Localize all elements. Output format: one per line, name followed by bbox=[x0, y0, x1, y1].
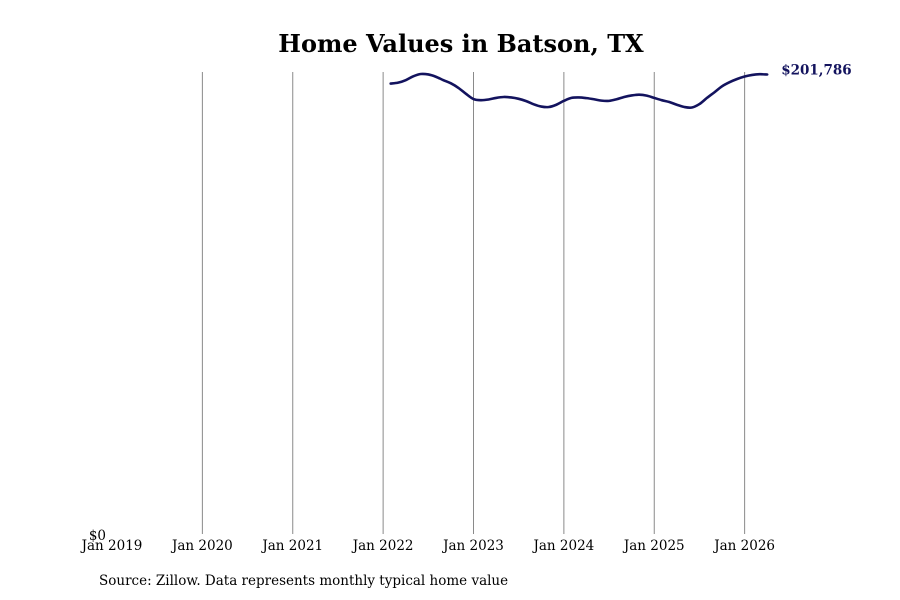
x-tick-label: Jan 2025 bbox=[622, 538, 685, 554]
home-value-line bbox=[389, 72, 769, 109]
x-tick-label: Jan 2020 bbox=[170, 538, 233, 554]
x-tick-label: Jan 2021 bbox=[260, 538, 323, 554]
series-layer: $201,786 bbox=[389, 62, 852, 109]
x-tick-label: Jan 2019 bbox=[80, 538, 143, 554]
y-tick-label: $0 bbox=[89, 528, 106, 544]
chart-title: Home Values in Batson, TX bbox=[278, 29, 644, 58]
grid-lines bbox=[201, 72, 746, 534]
x-tick-label: Jan 2026 bbox=[712, 538, 775, 554]
x-axis-ticks: Jan 2019 Jan 2020 Jan 2021 Jan 2022 Jan 2023… bbox=[80, 538, 775, 554]
x-tick-label: Jan 2024 bbox=[531, 538, 594, 554]
latest-value-label: $201,786 bbox=[781, 62, 851, 78]
source-note: Source: Zillow. Data represents monthly … bbox=[99, 573, 509, 589]
y-axis-ticks: $0 bbox=[89, 528, 106, 544]
x-tick-label: Jan 2023 bbox=[441, 538, 504, 554]
x-tick-label: Jan 2022 bbox=[351, 538, 414, 554]
